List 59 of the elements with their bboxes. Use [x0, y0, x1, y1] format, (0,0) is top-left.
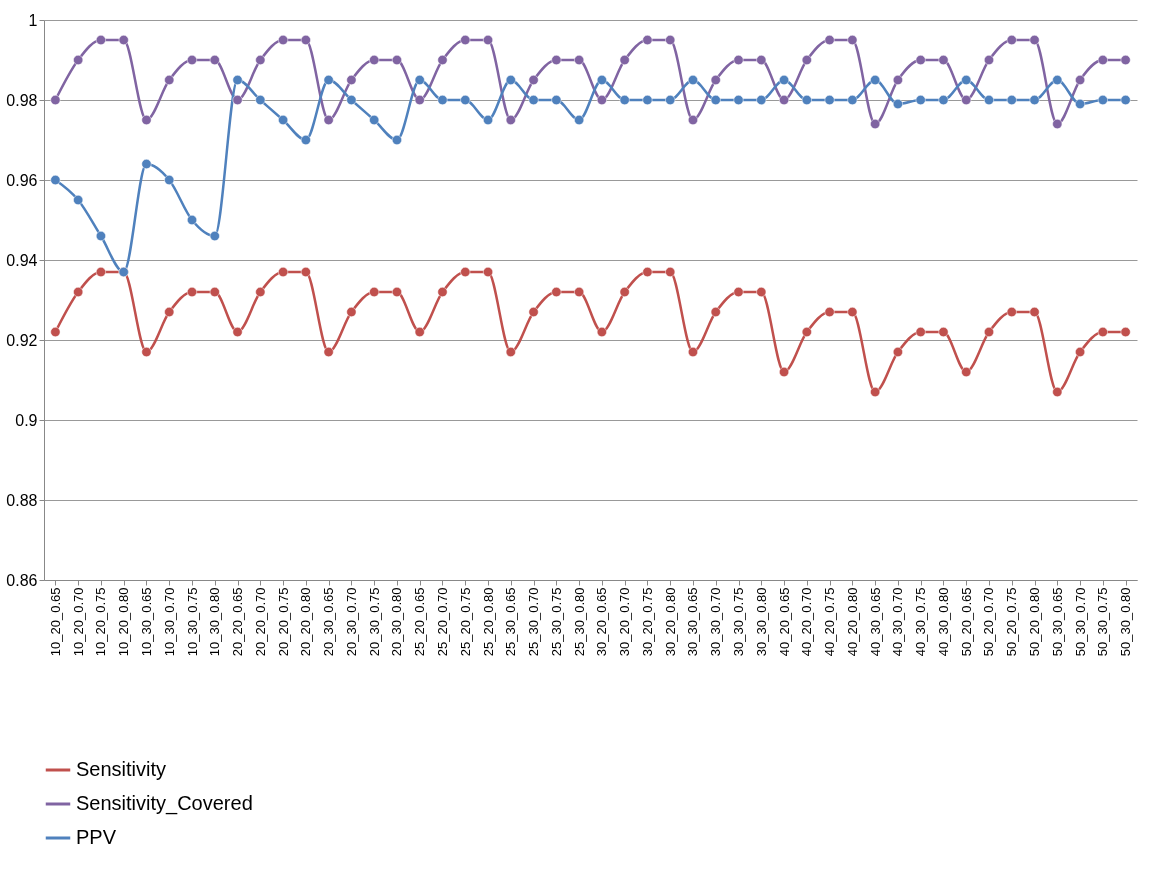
y-tick-label: 0.86 [6, 571, 38, 589]
y-tick-label: 0.98 [6, 91, 38, 109]
x-tick-label: 20_20_0.65 [230, 587, 246, 657]
x-tick-label: 20_30_0.65 [321, 587, 337, 657]
x-tick-label: 50_20_0.75 [1004, 587, 1020, 657]
x-tick-label: 50_20_0.80 [1027, 587, 1043, 657]
x-tick-label: 30_30_0.80 [753, 587, 769, 657]
x-tick-label: 10_30_0.75 [184, 587, 200, 657]
x-tick-label: 50_20_0.70 [981, 587, 997, 657]
x-tick-label: 30_20_0.65 [594, 587, 610, 657]
x-tick-label: 10_20_0.65 [47, 587, 63, 657]
x-tick-label: 40_20_0.70 [799, 587, 815, 657]
x-tick-label: 25_30_0.75 [548, 587, 564, 657]
legend-label: PPV [76, 826, 117, 848]
x-tick-label: 25_20_0.65 [412, 587, 428, 657]
x-tick-label: 20_20_0.70 [252, 587, 268, 657]
x-tick-label: 20_20_0.80 [298, 587, 314, 657]
legend-label: Sensitivity_Covered [76, 792, 253, 815]
x-tick-label: 30_20_0.70 [617, 587, 633, 657]
x-tick-label: 40_30_0.80 [935, 587, 951, 657]
x-tick-label: 30_30_0.70 [708, 587, 724, 657]
x-tick-label: 40_20_0.75 [822, 587, 838, 657]
x-tick-label: 30_20_0.80 [662, 587, 678, 657]
y-tick-label: 0.92 [6, 331, 38, 349]
x-tick-label: 10_20_0.75 [93, 587, 109, 657]
x-tick-label: 50_30_0.80 [1118, 587, 1134, 657]
x-tick-label: 30_30_0.75 [731, 587, 747, 657]
x-tick-label: 10_30_0.65 [138, 587, 154, 657]
x-tick-label: 30_20_0.75 [639, 587, 655, 657]
x-tick-label: 25_20_0.70 [434, 587, 450, 657]
x-tick-label: 50_30_0.70 [1072, 587, 1088, 657]
x-tick-label: 25_30_0.70 [526, 587, 542, 657]
x-tick-label: 50_20_0.65 [958, 587, 974, 657]
x-tick-label: 40_30_0.65 [867, 587, 883, 657]
x-tick-label: 20_30_0.70 [343, 587, 359, 657]
x-tick-label: 40_20_0.80 [844, 587, 860, 657]
y-tick-label: 0.96 [6, 171, 38, 189]
x-tick-label: 10_20_0.80 [116, 587, 132, 657]
x-tick-label: 25_20_0.75 [457, 587, 473, 657]
x-tick-label: 20_30_0.80 [389, 587, 405, 657]
x-tick-label: 40_30_0.70 [890, 587, 906, 657]
y-tick-label: 0.9 [15, 411, 38, 429]
x-tick-label: 10_30_0.80 [207, 587, 223, 657]
y-tick-label: 1 [28, 11, 38, 29]
x-tick-label: 25_20_0.80 [480, 587, 496, 657]
x-tick-label: 10_20_0.70 [70, 587, 86, 657]
x-tick-label: 50_30_0.65 [1049, 587, 1065, 657]
x-tick-label: 25_30_0.80 [571, 587, 587, 657]
x-tick-label: 30_30_0.65 [685, 587, 701, 657]
y-tick-label: 0.94 [6, 251, 38, 269]
legend-label: Sensitivity [76, 758, 167, 780]
x-tick-label: 20_20_0.75 [275, 587, 291, 657]
x-tick-label: 10_30_0.70 [161, 587, 177, 657]
y-tick-label: 0.88 [6, 491, 38, 509]
x-tick-label: 25_30_0.65 [503, 587, 519, 657]
x-tick-label: 40_30_0.75 [913, 587, 929, 657]
x-tick-label: 50_30_0.75 [1095, 587, 1111, 657]
x-tick-label: 40_20_0.65 [776, 587, 792, 657]
x-tick-label: 20_30_0.75 [366, 587, 382, 657]
